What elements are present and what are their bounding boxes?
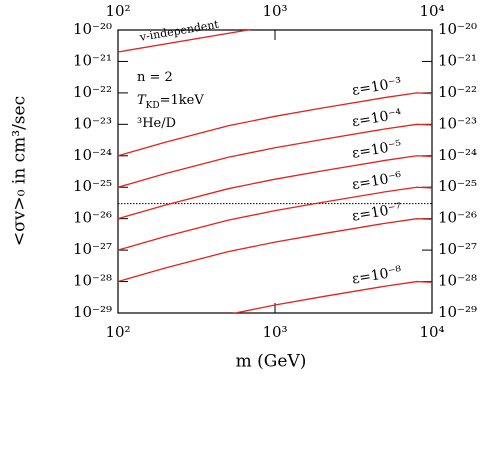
plot-area [118,30,432,313]
y-tick-label: 10⁻²⁷ [73,240,112,258]
y-tick-label: 10⁻²¹ [73,51,112,69]
y-tick-label-right: 10⁻²⁷ [438,240,477,258]
y-tick-label-right: 10⁻²¹ [438,51,477,69]
series-label: ε=10⁻⁷ [351,201,403,225]
series-label: ε=10⁻⁵ [351,138,403,162]
y-tick-label-right: 10⁻²⁵ [438,177,477,195]
y-tick-label: 10⁻²⁴ [73,146,112,164]
series-label: ε=10⁻⁴ [351,106,403,130]
y-tick-label-right: 10⁻²⁴ [438,146,477,164]
series-line [232,280,432,313]
x-tick-label: 10⁴ [419,323,444,341]
annotation-part: n = 2 [137,70,173,85]
series-line [118,30,252,53]
series-label: v-independent [138,18,220,44]
y-tick-label-right: 10⁻²³ [438,114,477,132]
x-tick-label: 10² [105,323,130,341]
annotation: TKD=1keV [137,93,204,111]
annotation: n = 2 [137,70,173,85]
series-line [118,218,432,283]
y-tick-label: 10⁻²³ [73,114,112,132]
y-tick-label-right: 10⁻²⁶ [438,209,477,227]
series-line [118,155,432,220]
y-tick-label: 10⁻²⁹ [73,303,112,321]
x-tick-label: 10³ [262,323,287,341]
y-tick-label-right: 10⁻²⁹ [438,303,477,321]
y-tick-label-right: 10⁻²⁰ [438,20,477,38]
y-tick-label: 10⁻²⁰ [73,20,112,38]
series-label: ε=10⁻⁶ [351,169,403,193]
annotation-part: ³He/D [137,116,176,131]
y-tick-label-right: 10⁻²⁸ [438,272,477,290]
annotation: ³He/D [137,116,176,131]
series-line [118,186,432,251]
x-tick-label-top: 10⁴ [419,2,444,20]
y-tick-label: 10⁻²⁸ [73,272,112,290]
annotation-part: T [137,93,147,108]
y-tick-label: 10⁻²⁵ [73,177,112,195]
y-axis-label: <σv>₀ in cm³/sec [10,96,30,246]
series-line [118,92,432,157]
series-label: ε=10⁻⁸ [351,263,403,287]
x-tick-label-top: 10³ [262,2,287,20]
y-tick-label: 10⁻²² [73,83,112,101]
y-tick-label: 10⁻²⁶ [73,209,112,227]
annotation-part: KD [146,101,160,111]
x-tick-label-top: 10² [105,2,130,20]
y-tick-label-right: 10⁻²² [438,83,477,101]
x-axis-label: m (GeV) [236,352,307,372]
annotation-part: =1keV [160,93,205,108]
series-label: ε=10⁻³ [351,75,403,99]
series-line [118,123,432,188]
